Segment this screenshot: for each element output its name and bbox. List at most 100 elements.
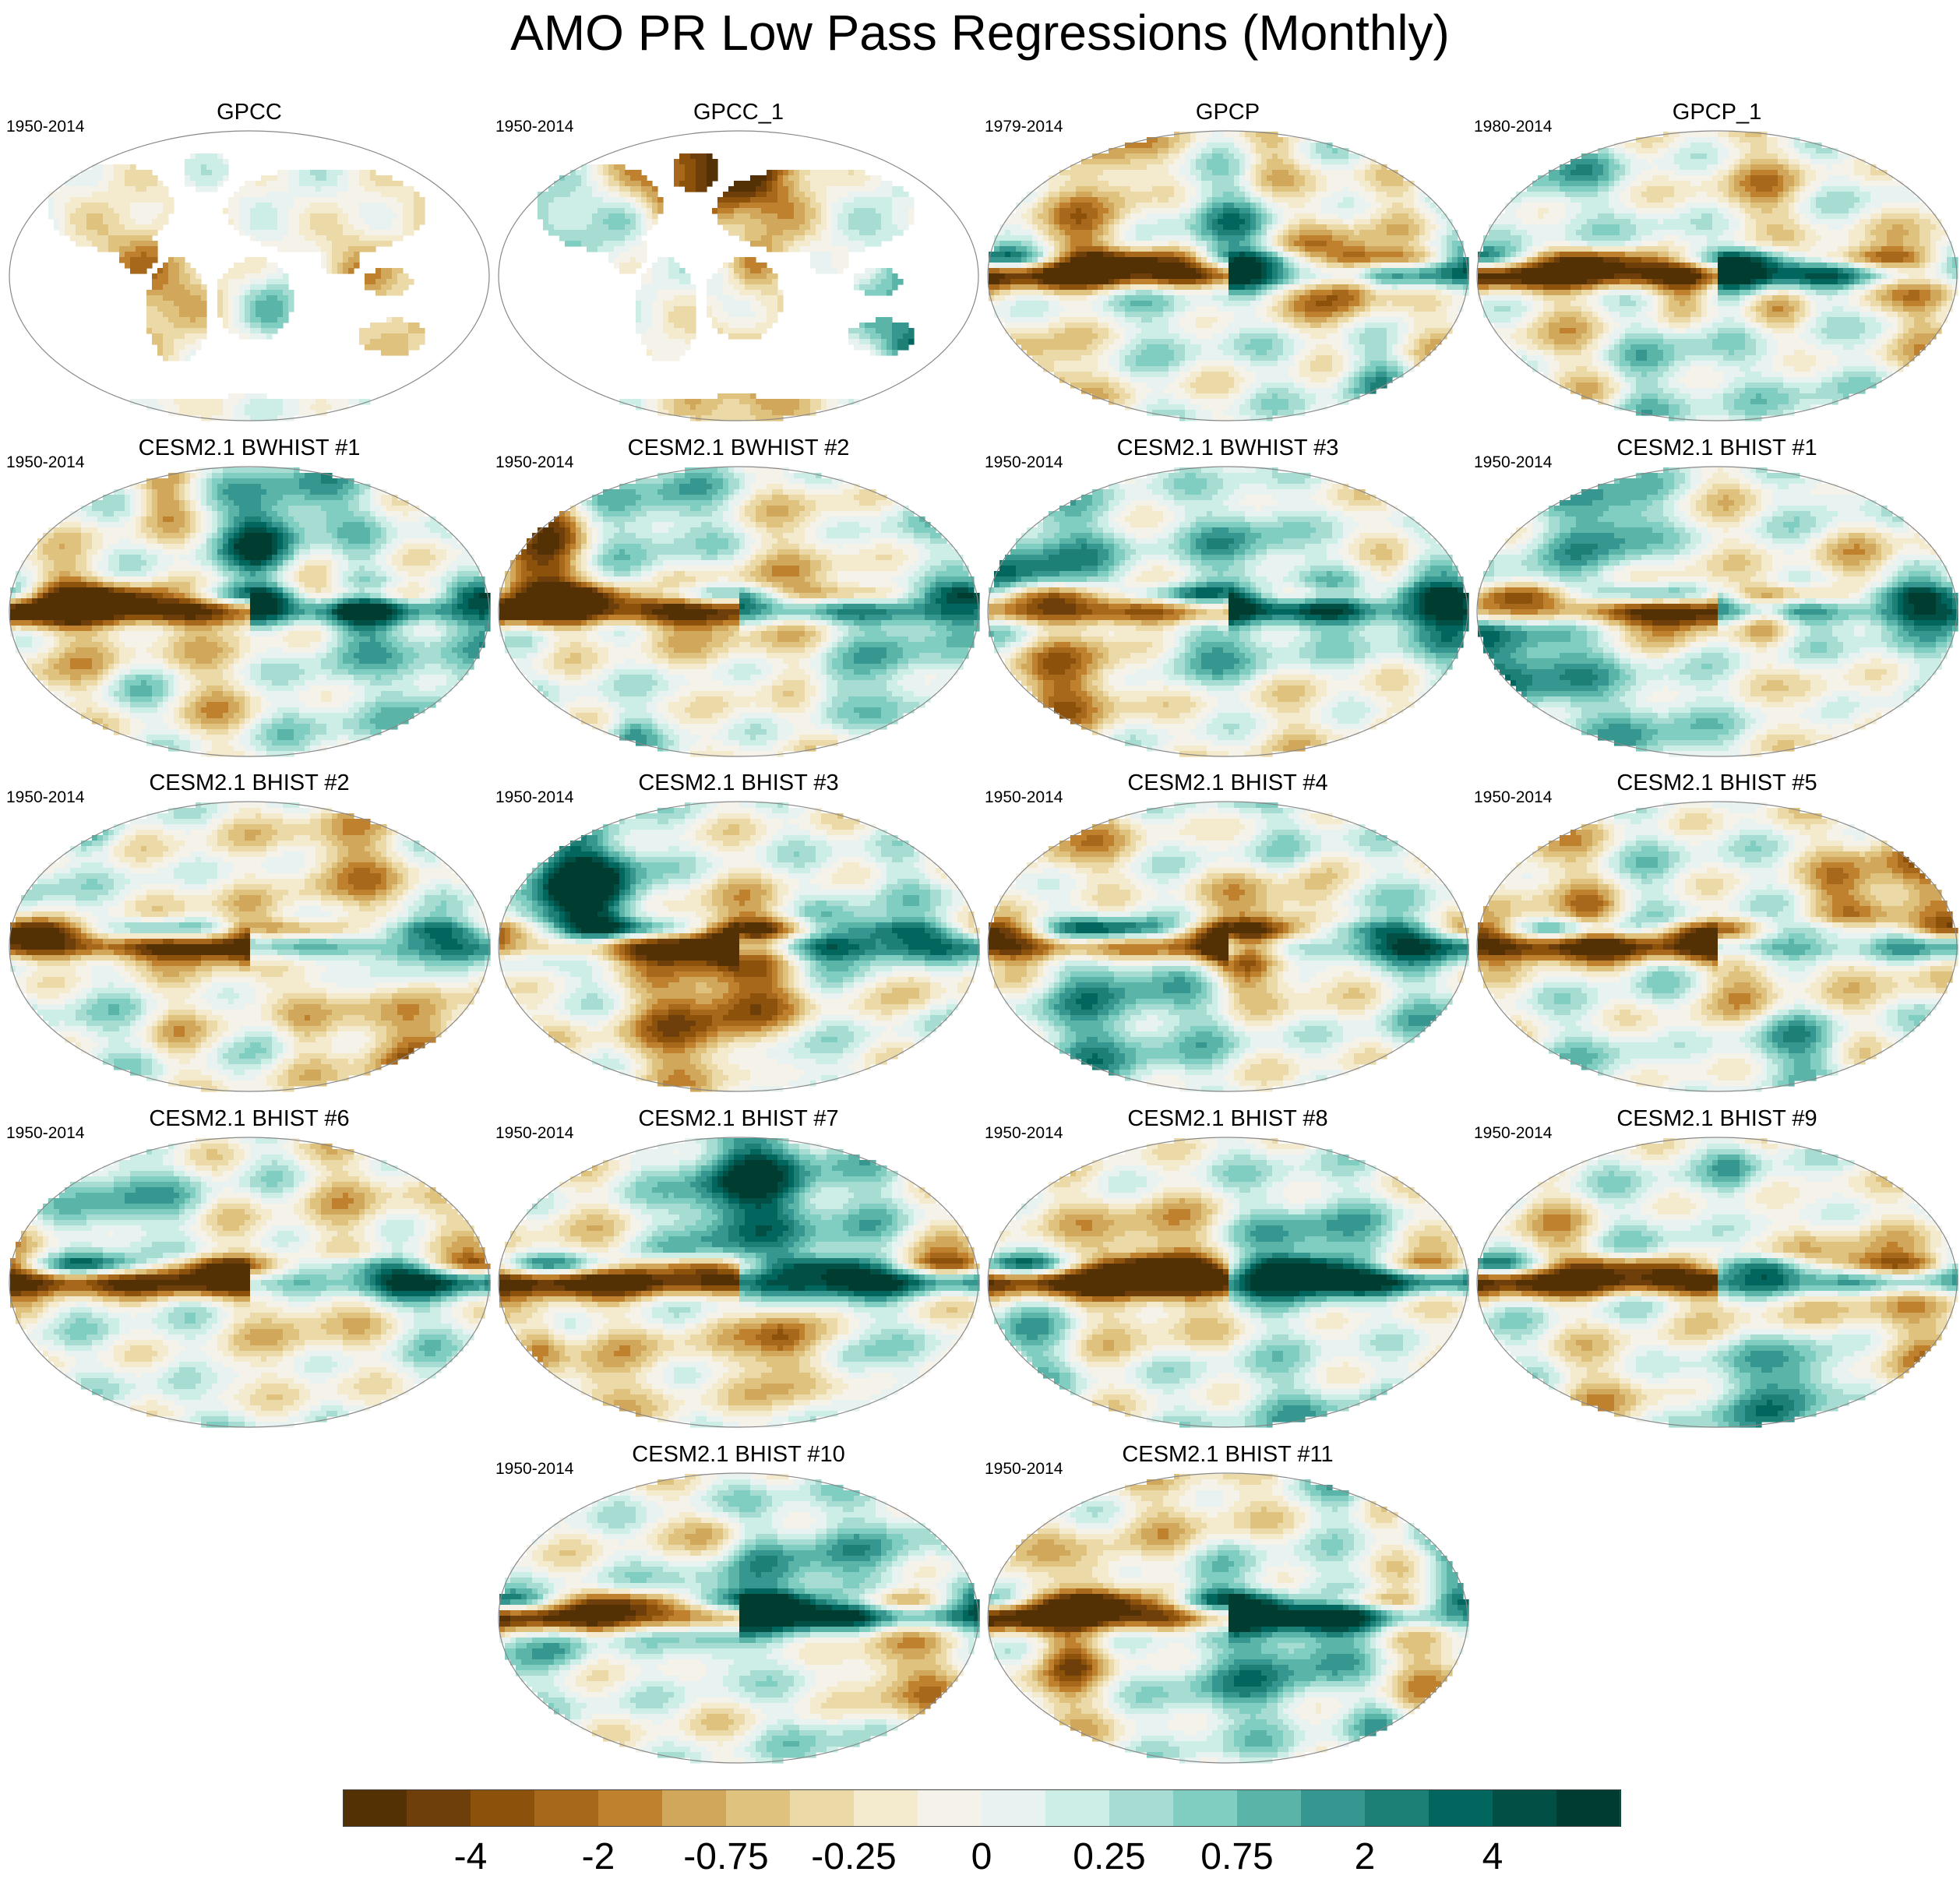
field-cell xyxy=(1316,224,1322,231)
field-cell xyxy=(1381,284,1387,291)
field-cell xyxy=(1234,192,1240,198)
field-cell xyxy=(332,241,338,247)
field-cell xyxy=(228,295,234,301)
field-cell xyxy=(592,175,598,182)
field-cell xyxy=(76,181,82,187)
field-cell xyxy=(1408,186,1415,192)
field-cell xyxy=(761,399,767,405)
field-cell xyxy=(679,306,686,312)
field-cell xyxy=(668,404,675,411)
field-cell xyxy=(86,181,93,187)
field-cell xyxy=(1381,230,1387,236)
field-cell xyxy=(1043,213,1049,220)
field-cell xyxy=(1190,230,1197,236)
field-cell xyxy=(1261,186,1267,192)
field-cell xyxy=(876,268,882,274)
field-cell xyxy=(657,317,664,323)
field-cell xyxy=(1179,170,1186,176)
field-cell xyxy=(1376,235,1382,241)
field-cell xyxy=(1288,181,1295,187)
field-cell xyxy=(1065,208,1071,214)
field-cell xyxy=(881,186,887,192)
field-cell xyxy=(196,153,202,160)
field-cell xyxy=(723,295,729,301)
field-cell xyxy=(783,246,789,252)
field-cell xyxy=(266,197,273,203)
field-cell xyxy=(1229,257,1235,263)
field-cell xyxy=(146,213,153,220)
field-cell xyxy=(1158,186,1164,192)
field-cell xyxy=(1239,290,1246,296)
field-cell xyxy=(1425,284,1431,291)
field-cell xyxy=(1419,197,1426,203)
field-cell xyxy=(70,197,76,203)
field-cell xyxy=(1403,219,1409,225)
field-cell xyxy=(1245,197,1251,203)
field-cell xyxy=(261,328,267,334)
field-cell xyxy=(1190,263,1197,269)
field-cell xyxy=(636,186,642,192)
field-cell xyxy=(414,197,420,203)
field-cell xyxy=(783,186,789,192)
field-cell xyxy=(146,306,153,312)
field-cell xyxy=(636,203,642,209)
field-cell xyxy=(994,257,1000,263)
field-cell xyxy=(663,339,669,345)
field-cell xyxy=(359,235,365,241)
field-cell xyxy=(92,203,98,209)
field-cell xyxy=(359,192,365,198)
field-cell xyxy=(185,273,191,280)
field-cell xyxy=(598,170,604,176)
field-cell xyxy=(283,230,289,236)
field-cell xyxy=(1343,197,1349,203)
field-cell xyxy=(1174,192,1180,198)
field-cell xyxy=(1305,279,1311,285)
field-cell xyxy=(397,224,404,231)
field-cell xyxy=(1408,246,1415,252)
field-cell xyxy=(767,235,773,241)
field-cell xyxy=(125,263,131,269)
field-cell xyxy=(1158,273,1164,280)
field-cell xyxy=(1103,159,1109,165)
field-cell xyxy=(414,224,420,231)
field-cell xyxy=(403,328,409,334)
field-cell xyxy=(1261,170,1267,176)
field-cell xyxy=(1458,268,1464,274)
field-cell xyxy=(870,219,876,225)
field-cell xyxy=(1201,252,1207,258)
field-cell xyxy=(892,328,898,334)
field-cell xyxy=(548,197,555,203)
field-cell xyxy=(1005,263,1011,269)
field-cell xyxy=(1338,186,1344,192)
field-cell xyxy=(794,175,800,182)
field-cell xyxy=(1229,175,1235,182)
field-cell xyxy=(212,159,218,165)
field-cell xyxy=(881,213,887,220)
field-cell xyxy=(1092,219,1098,225)
field-cell xyxy=(386,241,393,247)
field-cell xyxy=(1032,224,1038,231)
field-cell xyxy=(1070,263,1077,269)
field-cell xyxy=(1092,235,1098,241)
field-cell xyxy=(848,213,855,220)
field-cell xyxy=(157,404,164,411)
field-cell xyxy=(663,290,669,296)
field-cell xyxy=(870,208,876,214)
field-cell xyxy=(859,230,865,236)
field-cell xyxy=(1103,219,1109,225)
field-cell xyxy=(989,263,995,269)
field-cell xyxy=(299,192,305,198)
field-cell xyxy=(1272,284,1278,291)
field-cell xyxy=(86,186,93,192)
field-cell xyxy=(1158,148,1164,154)
field-cell xyxy=(1043,203,1049,209)
field-cell xyxy=(332,213,338,220)
field-cell xyxy=(1130,219,1137,225)
field-cell xyxy=(196,290,202,296)
field-cell xyxy=(163,263,169,269)
field-cell xyxy=(326,208,333,214)
field-cell xyxy=(185,306,191,312)
field-cell xyxy=(299,235,305,241)
field-cell xyxy=(1332,290,1338,296)
field-cell xyxy=(805,235,811,241)
